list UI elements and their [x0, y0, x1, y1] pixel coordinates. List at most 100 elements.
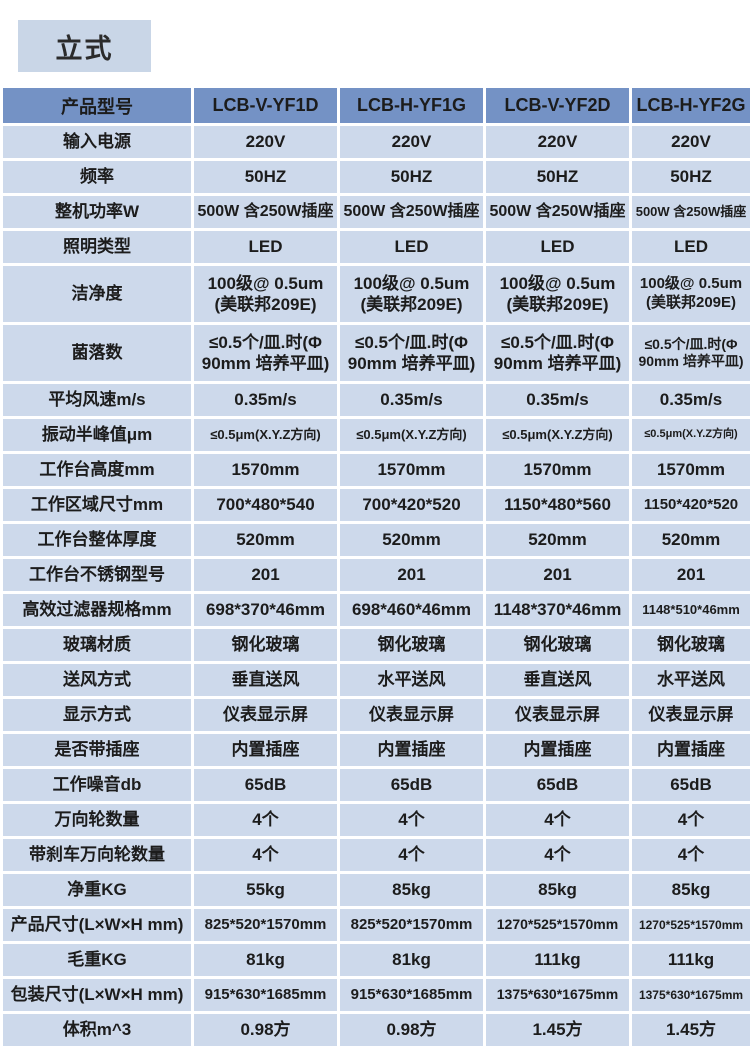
row-label: 毛重KG: [0, 941, 194, 979]
spec-cell: 500W 含250W插座: [337, 193, 486, 231]
spec-cell: 201: [629, 556, 750, 594]
spec-cell: 0.35m/s: [191, 381, 340, 419]
spec-cell: 520mm: [483, 521, 632, 559]
row-label: 照明类型: [0, 228, 194, 266]
spec-cell: 700*420*520: [337, 486, 486, 524]
row-label: 平均风速m/s: [0, 381, 194, 419]
spec-cell: 520mm: [191, 521, 340, 559]
table-row: 毛重KG 81kg 81kg 111kg 111kg: [0, 941, 750, 979]
row-label: 高效过滤器规格mm: [0, 591, 194, 629]
spec-cell: 内置插座: [483, 731, 632, 769]
spec-cell: 1150*420*520: [629, 486, 750, 524]
spec-cell: ≤0.5μm(X.Y.Z方向): [337, 416, 486, 454]
spec-cell: 50HZ: [191, 158, 340, 196]
spec-cell: ≤0.5个/皿.时(Φ 90mm 培养平皿): [191, 322, 340, 384]
spec-cell: 85kg: [629, 871, 750, 909]
spec-cell: 85kg: [483, 871, 632, 909]
table-row: 工作台高度mm 1570mm 1570mm 1570mm 1570mm: [0, 451, 750, 489]
spec-cell: 1270*525*1570mm: [629, 906, 750, 944]
row-label: 洁净度: [0, 263, 194, 325]
spec-cell: 4个: [337, 836, 486, 874]
spec-cell: 1375*630*1675mm: [483, 976, 632, 1014]
spec-cell: 81kg: [337, 941, 486, 979]
spec-cell: 85kg: [337, 871, 486, 909]
spec-cell: 111kg: [483, 941, 632, 979]
spec-cell: 1375*630*1675mm: [629, 976, 750, 1014]
table-row: 平均风速m/s 0.35m/s 0.35m/s 0.35m/s 0.35m/s: [0, 381, 750, 419]
spec-cell: 内置插座: [337, 731, 486, 769]
spec-cell: 4个: [191, 836, 340, 874]
spec-cell: 500W 含250W插座: [629, 193, 750, 231]
spec-cell: 825*520*1570mm: [337, 906, 486, 944]
spec-cell: 钢化玻璃: [337, 626, 486, 664]
spec-cell: 4个: [337, 801, 486, 839]
category-label-box: 立式: [18, 20, 151, 72]
spec-cell: 1570mm: [191, 451, 340, 489]
row-label: 万向轮数量: [0, 801, 194, 839]
row-label: 带刹车万向轮数量: [0, 836, 194, 874]
spec-cell: 81kg: [191, 941, 340, 979]
spec-cell: 1570mm: [483, 451, 632, 489]
table-row: 玻璃材质 钢化玻璃 钢化玻璃 钢化玻璃 钢化玻璃: [0, 626, 750, 664]
spec-cell: 1148*510*46mm: [629, 591, 750, 629]
table-row: 工作台整体厚度 520mm 520mm 520mm 520mm: [0, 521, 750, 559]
spec-cell: 钢化玻璃: [629, 626, 750, 664]
spec-cell: ≤0.5个/皿.时(Φ 90mm 培养平皿): [629, 322, 750, 384]
spec-cell: 仪表显示屏: [483, 696, 632, 734]
spec-cell: 698*370*46mm: [191, 591, 340, 629]
spec-cell: 825*520*1570mm: [191, 906, 340, 944]
row-label: 振动半峰值μm: [0, 416, 194, 454]
table-row: 菌落数 ≤0.5个/皿.时(Φ 90mm 培养平皿) ≤0.5个/皿.时(Φ 90m…: [0, 322, 750, 384]
spec-cell: 55kg: [191, 871, 340, 909]
spec-cell: 500W 含250W插座: [191, 193, 340, 231]
row-label: 输入电源: [0, 123, 194, 161]
table-row: 整机功率W 500W 含250W插座 500W 含250W插座 500W 含250W插…: [0, 193, 750, 231]
table-row: 带刹车万向轮数量 4个 4个 4个 4个: [0, 836, 750, 874]
spec-cell: ≤0.5μm(X.Y.Z方向): [629, 416, 750, 454]
table-row: 包装尺寸(L×W×H mm) 915*630*1685mm 915*630*1685…: [0, 976, 750, 1014]
row-label: 净重KG: [0, 871, 194, 909]
header-model-3: LCB-V-YF2D: [483, 85, 632, 126]
spec-cell: 0.35m/s: [629, 381, 750, 419]
spec-cell: 220V: [483, 123, 632, 161]
spec-cell: 1270*525*1570mm: [483, 906, 632, 944]
spec-cell: 4个: [629, 836, 750, 874]
spec-cell: 500W 含250W插座: [483, 193, 632, 231]
spec-cell: 65dB: [191, 766, 340, 804]
spec-cell: 水平送风: [629, 661, 750, 699]
spec-cell: 100级@ 0.5um (美联邦209E): [191, 263, 340, 325]
row-label: 是否带插座: [0, 731, 194, 769]
spec-cell: 钢化玻璃: [483, 626, 632, 664]
spec-cell: 1150*480*560: [483, 486, 632, 524]
header-model-1: LCB-V-YF1D: [191, 85, 340, 126]
spec-cell: 915*630*1685mm: [337, 976, 486, 1014]
row-label: 工作台不锈钢型号: [0, 556, 194, 594]
spec-table-head: 产品型号 LCB-V-YF1D LCB-H-YF1G LCB-V-YF2D LCB-H-…: [0, 85, 750, 126]
row-label: 玻璃材质: [0, 626, 194, 664]
spec-cell: 4个: [629, 801, 750, 839]
table-row: 振动半峰值μm ≤0.5μm(X.Y.Z方向) ≤0.5μm(X.Y.Z方向) ≤0.…: [0, 416, 750, 454]
spec-cell: 220V: [191, 123, 340, 161]
spec-cell: 水平送风: [337, 661, 486, 699]
spec-cell: LED: [483, 228, 632, 266]
spec-cell: 1.45方: [629, 1011, 750, 1049]
spec-cell: 0.35m/s: [337, 381, 486, 419]
header-spec-name: 产品型号: [0, 85, 194, 126]
table-row: 工作区域尺寸mm 700*480*540 700*420*520 1150*480*5…: [0, 486, 750, 524]
spec-cell: 520mm: [337, 521, 486, 559]
row-label: 包装尺寸(L×W×H mm): [0, 976, 194, 1014]
spec-cell: 垂直送风: [483, 661, 632, 699]
row-label: 频率: [0, 158, 194, 196]
spec-cell: 仪表显示屏: [191, 696, 340, 734]
spec-cell: 201: [337, 556, 486, 594]
spec-cell: 1570mm: [629, 451, 750, 489]
spec-cell: ≤0.5个/皿.时(Φ 90mm 培养平皿): [337, 322, 486, 384]
table-row: 输入电源 220V 220V 220V 220V: [0, 123, 750, 161]
spec-cell: 内置插座: [629, 731, 750, 769]
spec-cell: 4个: [483, 801, 632, 839]
table-row: 照明类型 LED LED LED LED: [0, 228, 750, 266]
table-row: 频率 50HZ 50HZ 50HZ 50HZ: [0, 158, 750, 196]
table-row: 万向轮数量 4个 4个 4个 4个: [0, 801, 750, 839]
spec-cell: 100级@ 0.5um (美联邦209E): [629, 263, 750, 325]
row-label: 送风方式: [0, 661, 194, 699]
